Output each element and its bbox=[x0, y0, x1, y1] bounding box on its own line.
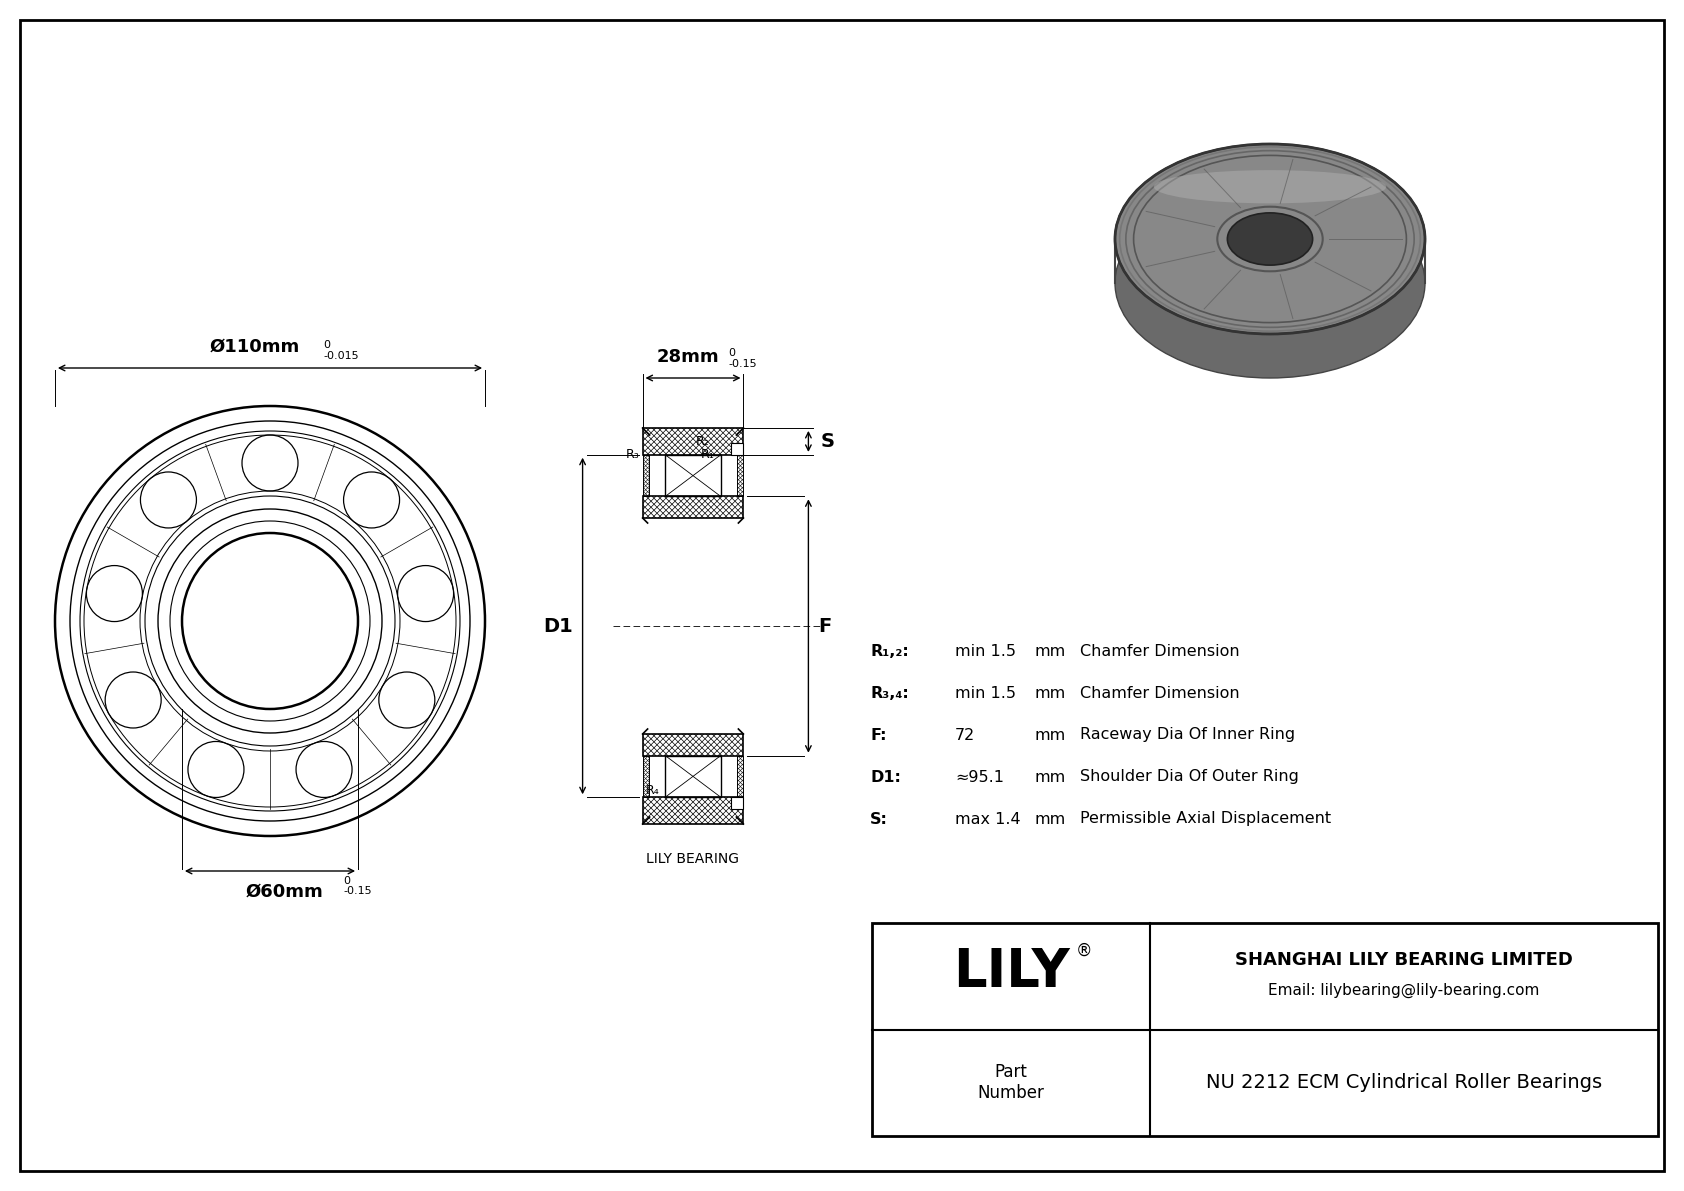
Text: -0.15: -0.15 bbox=[344, 886, 372, 896]
Text: ≈95.1: ≈95.1 bbox=[955, 769, 1004, 785]
Text: Email: lilybearing@lily-bearing.com: Email: lilybearing@lily-bearing.com bbox=[1268, 983, 1539, 998]
Text: Shoulder Dia Of Outer Ring: Shoulder Dia Of Outer Ring bbox=[1079, 769, 1298, 785]
Text: F: F bbox=[818, 617, 832, 636]
Text: R₃: R₃ bbox=[626, 448, 640, 461]
Text: 72: 72 bbox=[955, 728, 975, 742]
Text: LILY: LILY bbox=[953, 947, 1069, 998]
Ellipse shape bbox=[1228, 213, 1312, 266]
Text: -0.015: -0.015 bbox=[323, 351, 359, 361]
Text: LILY BEARING: LILY BEARING bbox=[647, 852, 739, 866]
Text: SHANGHAI LILY BEARING LIMITED: SHANGHAI LILY BEARING LIMITED bbox=[1234, 952, 1573, 969]
Text: R₁,₂:: R₁,₂: bbox=[871, 643, 909, 659]
Ellipse shape bbox=[1115, 144, 1425, 333]
Text: 0: 0 bbox=[727, 348, 734, 358]
Text: ®: ® bbox=[1076, 941, 1093, 959]
Ellipse shape bbox=[1115, 188, 1425, 378]
Text: 0: 0 bbox=[344, 877, 350, 886]
Ellipse shape bbox=[1154, 170, 1386, 204]
Text: mm: mm bbox=[1036, 811, 1066, 827]
Text: F:: F: bbox=[871, 728, 886, 742]
Text: R₂: R₂ bbox=[695, 435, 709, 448]
Text: min 1.5: min 1.5 bbox=[955, 686, 1015, 700]
Text: R₄: R₄ bbox=[645, 784, 660, 797]
Text: Chamfer Dimension: Chamfer Dimension bbox=[1079, 643, 1239, 659]
Text: Raceway Dia Of Inner Ring: Raceway Dia Of Inner Ring bbox=[1079, 728, 1295, 742]
Text: mm: mm bbox=[1036, 769, 1066, 785]
Text: NU 2212 ECM Cylindrical Roller Bearings: NU 2212 ECM Cylindrical Roller Bearings bbox=[1206, 1073, 1601, 1092]
Text: mm: mm bbox=[1036, 643, 1066, 659]
Bar bbox=[872, 923, 1659, 1136]
Text: Permissible Axial Displacement: Permissible Axial Displacement bbox=[1079, 811, 1330, 827]
Text: -0.15: -0.15 bbox=[727, 358, 756, 369]
Text: Chamfer Dimension: Chamfer Dimension bbox=[1079, 686, 1239, 700]
Text: Ø60mm: Ø60mm bbox=[246, 883, 323, 902]
Text: R₁: R₁ bbox=[701, 448, 714, 461]
Text: Part
Number: Part Number bbox=[978, 1064, 1044, 1102]
Text: mm: mm bbox=[1036, 728, 1066, 742]
Text: D1: D1 bbox=[542, 617, 573, 636]
Text: D1:: D1: bbox=[871, 769, 901, 785]
Text: R₃,₄:: R₃,₄: bbox=[871, 686, 909, 700]
Text: S:: S: bbox=[871, 811, 887, 827]
Text: 28mm: 28mm bbox=[657, 348, 719, 366]
Text: S: S bbox=[820, 432, 834, 451]
Text: min 1.5: min 1.5 bbox=[955, 643, 1015, 659]
Polygon shape bbox=[731, 443, 743, 455]
Text: 0: 0 bbox=[323, 339, 330, 350]
Text: mm: mm bbox=[1036, 686, 1066, 700]
Text: Ø110mm: Ø110mm bbox=[210, 338, 300, 356]
Text: max 1.4: max 1.4 bbox=[955, 811, 1021, 827]
Polygon shape bbox=[731, 797, 743, 809]
